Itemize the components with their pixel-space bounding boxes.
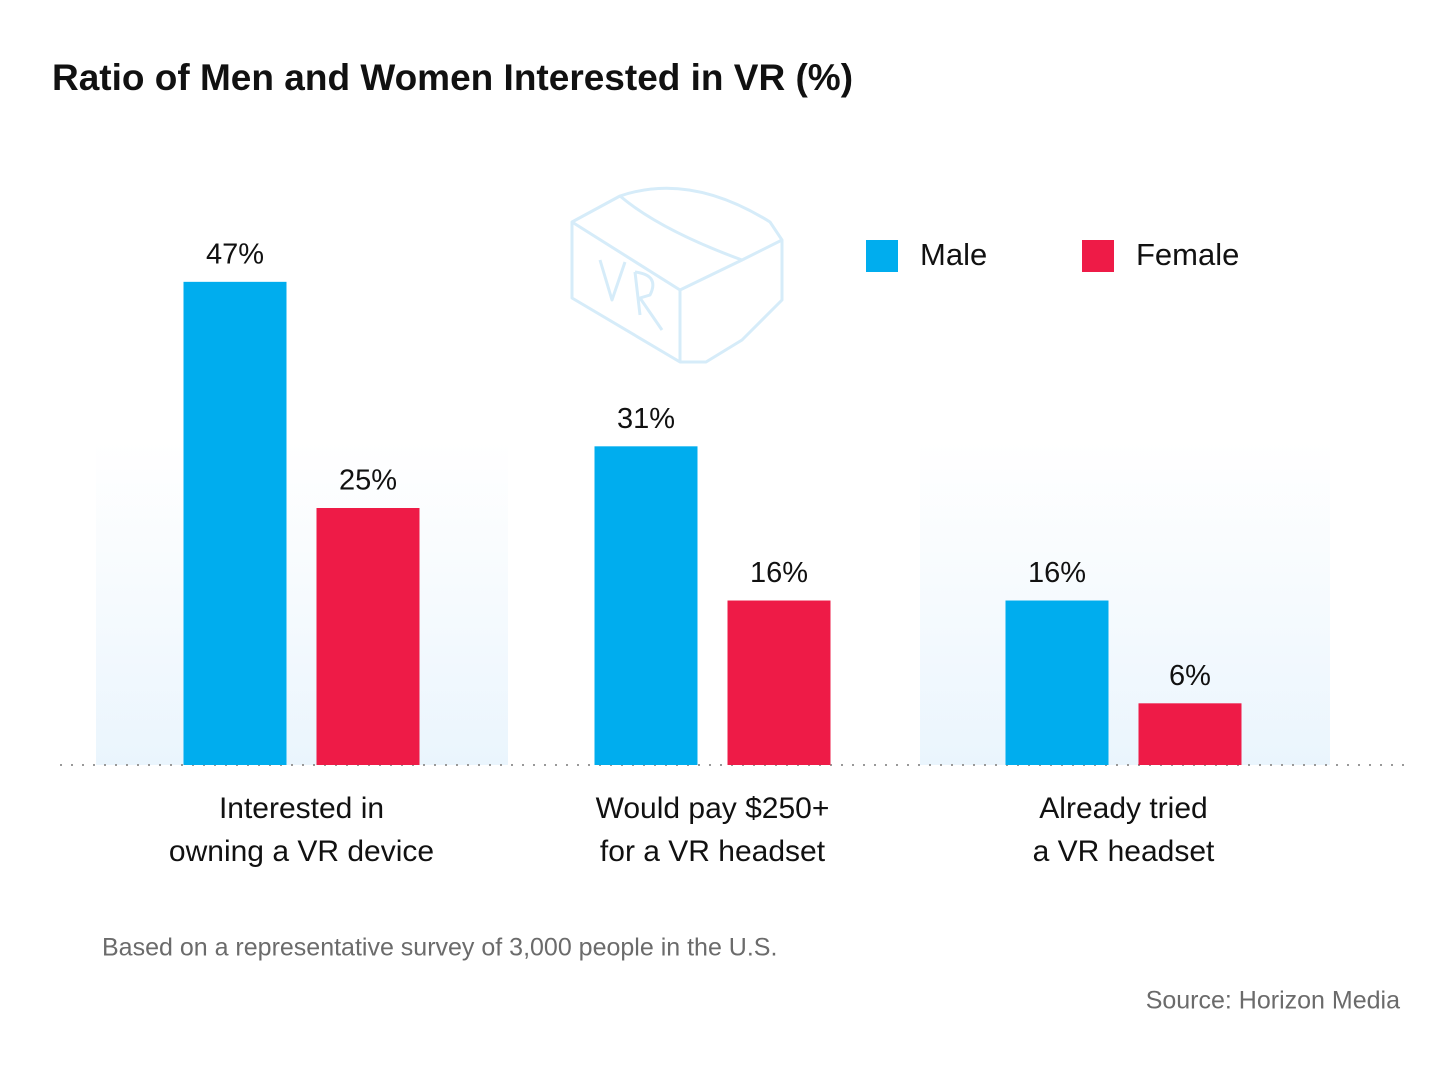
bar [183, 281, 287, 765]
bar [1138, 703, 1242, 765]
legend-swatch [866, 240, 898, 272]
x-tick-label: Already tried a VR headset [1033, 792, 1215, 868]
chart-title: Ratio of Men and Women Interested in VR … [52, 57, 853, 98]
bar [594, 446, 698, 765]
value-label: 25% [339, 465, 397, 497]
bar [727, 600, 831, 765]
x-tick-label: Would pay $250+ for a VR headset [596, 792, 830, 868]
value-label: 16% [750, 557, 808, 589]
legend-label: Female [1136, 237, 1239, 272]
bar [1005, 600, 1109, 765]
value-label: 31% [617, 403, 675, 435]
bar [316, 508, 420, 765]
source: Source: Horizon Media [1146, 987, 1400, 1015]
x-tick-label: Interested in owning a VR device [169, 792, 434, 868]
legend-label: Male [920, 237, 987, 272]
background-panel [96, 440, 508, 765]
value-label: 6% [1169, 660, 1211, 692]
note: Based on a representative survey of 3,00… [102, 934, 777, 962]
vr-icon [570, 186, 784, 364]
value-label: 47% [206, 238, 264, 270]
legend-swatch [1082, 240, 1114, 272]
background-panel [920, 440, 1330, 765]
value-label: 16% [1028, 557, 1086, 589]
